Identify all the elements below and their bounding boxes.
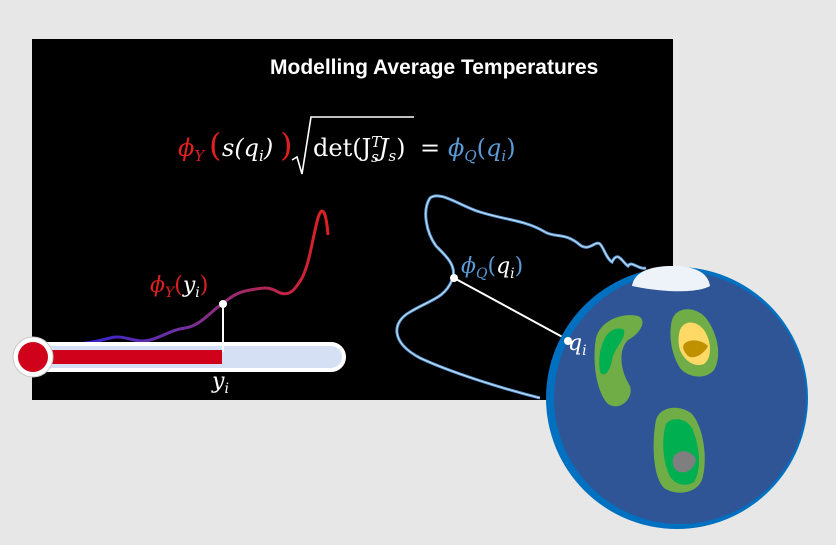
yi-point	[219, 300, 227, 308]
eq-det: det(JT sJs)	[313, 133, 406, 166]
sqrt-sign	[291, 116, 414, 175]
land-left-inner	[599, 328, 625, 375]
thermometer	[12, 336, 346, 378]
polar-ice-cap	[632, 266, 710, 292]
globe	[546, 266, 808, 529]
eq-paren-close: )	[280, 126, 292, 164]
equation: ϕY ( s(qi) ) det(JT sJs) = ϕQ(qi)	[178, 116, 516, 175]
phi-y-temperature-curve	[54, 209, 330, 347]
qi-point	[450, 274, 458, 282]
label-qi: qi	[568, 331, 587, 359]
label-phi-q-of-qi: ϕQ(qi)	[461, 254, 523, 282]
thermometer-mercury	[30, 350, 222, 364]
eq-s-of-q: s(qi)	[222, 134, 273, 165]
qi-globe-point	[564, 337, 572, 345]
land-right-core	[683, 340, 708, 358]
eq-phi-y: ϕY	[178, 134, 206, 165]
eq-phi-q: ϕQ(qi)	[448, 134, 516, 165]
label-phi-y-of-yi: ϕY(yi)	[150, 273, 208, 301]
eq-equals: =	[420, 134, 440, 162]
slide-title: Modelling Average Temperatures	[270, 56, 599, 79]
phi-q-density-curve-inner	[396, 195, 647, 399]
eq-paren-open: (	[209, 126, 221, 164]
thermometer-bulb	[18, 342, 48, 372]
qi-leader-line	[453, 277, 569, 341]
land-bottom-mountain	[672, 451, 696, 473]
label-yi: yi	[211, 369, 229, 397]
